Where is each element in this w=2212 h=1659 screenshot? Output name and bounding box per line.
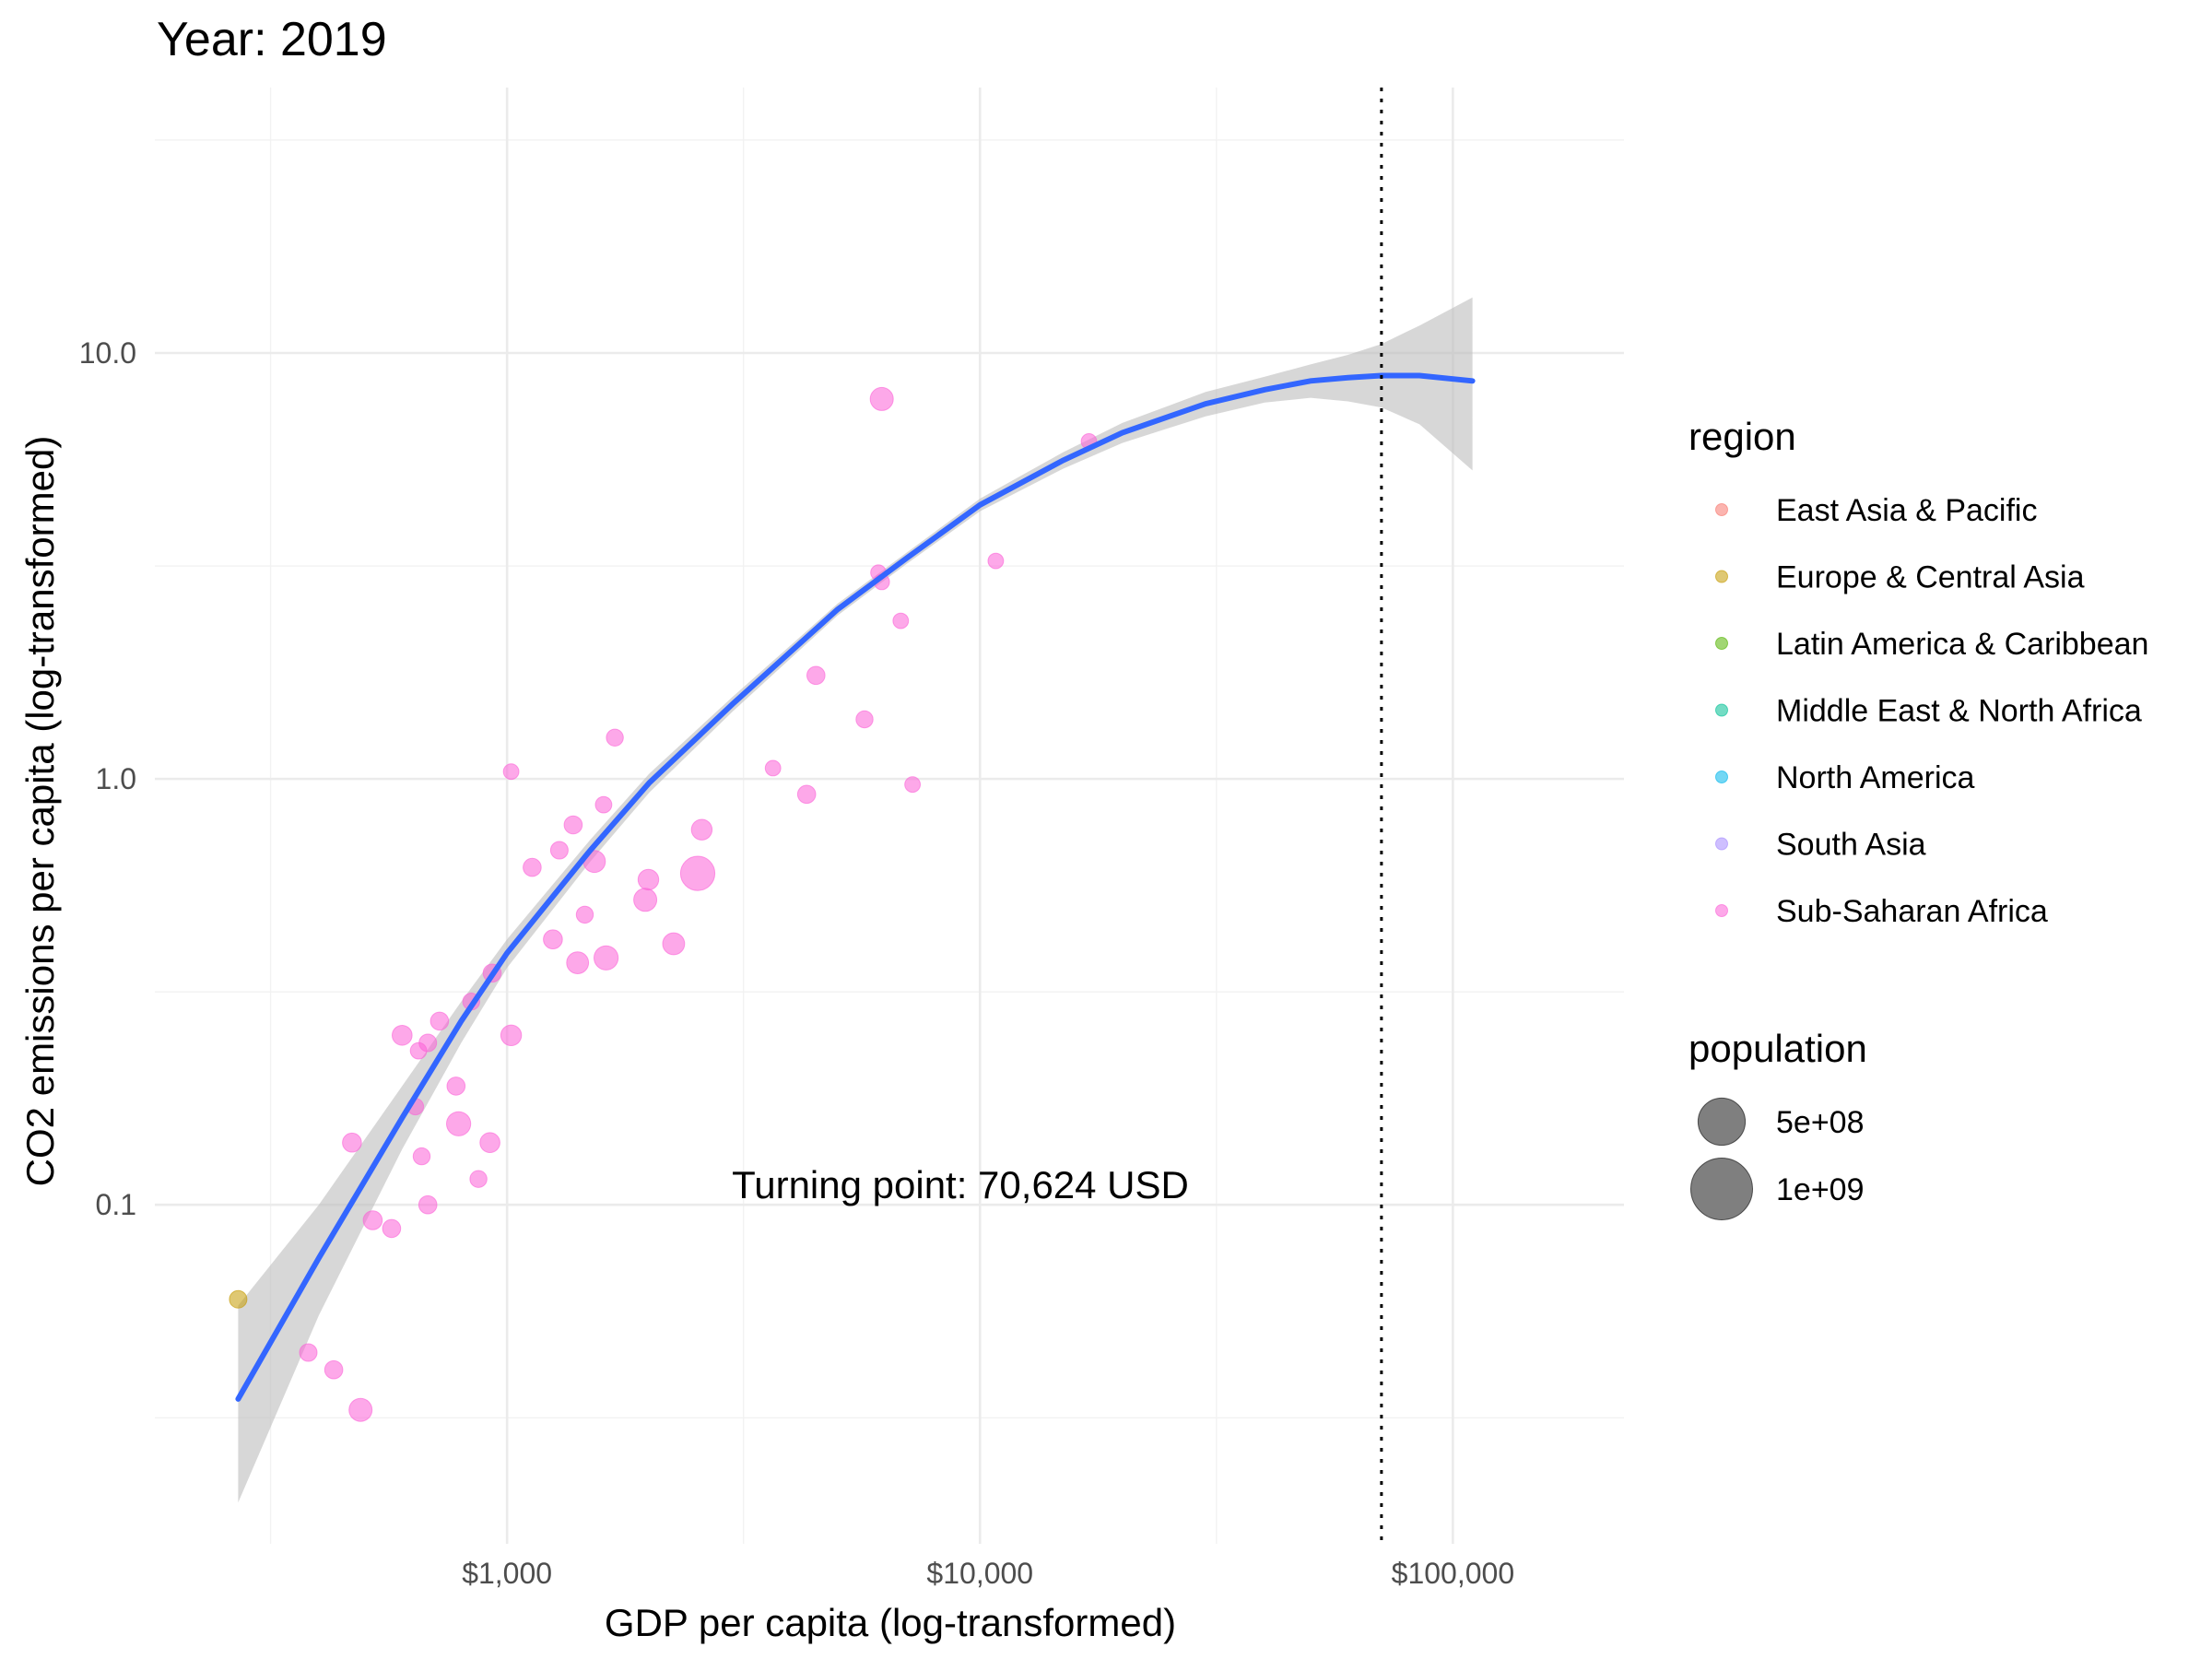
data-point [563, 815, 583, 835]
turning-point-annotation: Turning point: 70,624 USD [732, 1163, 1189, 1206]
data-point [342, 1132, 362, 1153]
data-point [446, 1111, 472, 1136]
data-point [987, 552, 1005, 570]
data-point [299, 1343, 318, 1362]
data-point [606, 728, 624, 747]
population-legend: population 5e+08 1e+09 [1688, 1027, 1867, 1220]
data-point [549, 841, 569, 860]
data-point [575, 905, 594, 924]
data-point [469, 1170, 488, 1188]
data-point [637, 868, 660, 891]
grid [155, 88, 1624, 1544]
chart-title: Year: 2019 [157, 13, 387, 66]
data-point [418, 1033, 438, 1053]
confidence-band [238, 297, 1473, 1503]
data-point [679, 855, 716, 891]
population-legend-label: 5e+08 [1776, 1105, 1865, 1140]
x-tick-label: $1,000 [462, 1557, 552, 1590]
x-tick-label: $100,000 [1392, 1557, 1514, 1590]
population-legend-title: population [1688, 1027, 1867, 1070]
region-legend: region East Asia & Pacific Europe & Centr… [1688, 415, 2148, 929]
region-legend-label: Middle East & North Africa [1776, 694, 2142, 729]
y-axis-title: CO2 emissions per capita (log-transforme… [18, 436, 62, 1187]
region-legend-label: South Asia [1776, 828, 1926, 863]
data-point [412, 1147, 431, 1166]
data-point [869, 386, 894, 411]
region-legend-label: Latin America & Caribbean [1776, 627, 2148, 662]
data-point [479, 1132, 500, 1153]
data-points [229, 386, 1098, 1422]
data-point [662, 932, 686, 956]
region-legend-label: East Asia & Pacific [1776, 493, 2037, 528]
data-point [543, 929, 563, 950]
data-point [429, 1011, 450, 1031]
data-point [594, 795, 613, 814]
data-point [392, 1025, 413, 1046]
smooth-fit-line [235, 372, 1476, 1402]
data-point [382, 1218, 402, 1239]
region-legend-key [1715, 904, 1728, 917]
region-legend-label: Europe & Central Asia [1776, 560, 2085, 595]
data-point [566, 951, 590, 974]
data-point [690, 818, 713, 841]
data-point [892, 612, 910, 629]
data-point [500, 1024, 523, 1047]
x-tick-label: $10,000 [926, 1557, 1033, 1590]
region-legend-key [1715, 837, 1728, 851]
region-legend-key [1715, 503, 1728, 516]
y-tick-label: 0.1 [96, 1188, 136, 1221]
data-point [633, 888, 658, 912]
region-legend-key [1715, 637, 1728, 650]
region-legend-key [1715, 771, 1728, 783]
x-axis-title: GDP per capita (log-transformed) [605, 1601, 1176, 1644]
data-point [418, 1194, 438, 1215]
y-tick-label: 1.0 [96, 762, 136, 795]
data-point [855, 710, 874, 729]
data-point [904, 776, 921, 794]
region-legend-key [1715, 570, 1728, 583]
population-legend-key [1690, 1158, 1753, 1220]
data-point [806, 665, 826, 686]
data-point [348, 1397, 373, 1422]
population-legend-label: 1e+09 [1776, 1172, 1865, 1207]
data-point [446, 1077, 466, 1096]
data-point [764, 759, 782, 777]
data-point [796, 784, 817, 805]
x-axis-ticks: $1,000 $10,000 $100,000 [462, 1557, 1514, 1590]
region-legend-key [1715, 703, 1728, 717]
data-point [523, 857, 542, 877]
data-point [362, 1210, 383, 1230]
region-legend-label: Sub-Saharan Africa [1776, 894, 2048, 929]
region-legend-label: North America [1776, 760, 1974, 795]
region-legend-title: region [1688, 415, 1796, 458]
y-tick-label: 10.0 [79, 336, 136, 370]
data-point [502, 763, 520, 781]
data-point [594, 945, 619, 971]
data-point [229, 1289, 248, 1309]
data-point [324, 1359, 344, 1380]
population-legend-key [1697, 1097, 1747, 1147]
y-axis-ticks: 0.1 1.0 10.0 [79, 336, 136, 1221]
